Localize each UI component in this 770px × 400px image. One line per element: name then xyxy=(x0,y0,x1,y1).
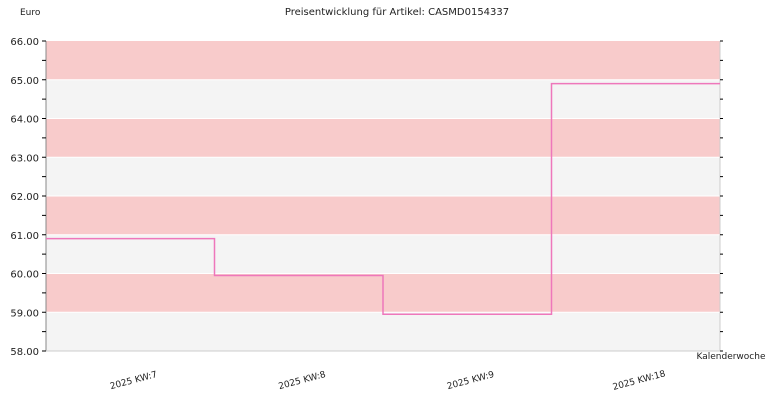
x-tick-label: 2025 KW:8 xyxy=(278,370,328,392)
y-axis-label: Euro xyxy=(20,8,41,18)
background-bands xyxy=(46,41,720,351)
background-band xyxy=(46,312,720,351)
axes xyxy=(42,40,723,352)
series-line xyxy=(46,82,720,315)
background-band xyxy=(46,41,720,80)
y-tick-label: 60.00 xyxy=(10,270,39,281)
background-band xyxy=(46,157,720,196)
y-tick-label: 58.00 xyxy=(10,347,39,358)
x-tick-label: 2025 KW:9 xyxy=(446,370,496,392)
background-band xyxy=(46,234,720,274)
y-tick-label: 61.00 xyxy=(10,231,39,242)
y-tick-label: 62.00 xyxy=(10,192,39,203)
y-tick-labels: 58.00 59.00 60.00 61.00 62.00 63.00 64.00 65.00… xyxy=(10,37,39,358)
x-axis-label: Kalenderwoche xyxy=(696,352,765,362)
y-tick-label: 66.00 xyxy=(10,37,39,48)
chart-title: Preisentwicklung für Artikel: CASMD01543… xyxy=(285,7,509,18)
background-band xyxy=(46,196,720,235)
background-band xyxy=(46,79,720,119)
background-band xyxy=(46,118,720,158)
x-tick-label: 2025 KW:18 xyxy=(612,369,667,393)
y-tick-label: 63.00 xyxy=(10,153,39,164)
y-tick-label: 65.00 xyxy=(10,76,39,87)
y-tick-label: 64.00 xyxy=(10,115,39,126)
x-tick-label: 2025 KW:7 xyxy=(109,370,158,392)
series-group xyxy=(46,82,720,315)
x-tick-labels: 2025 KW:7 2025 KW:8 2025 KW:9 2025 KW:18 xyxy=(109,369,667,393)
y-tick-label: 59.00 xyxy=(10,308,39,319)
